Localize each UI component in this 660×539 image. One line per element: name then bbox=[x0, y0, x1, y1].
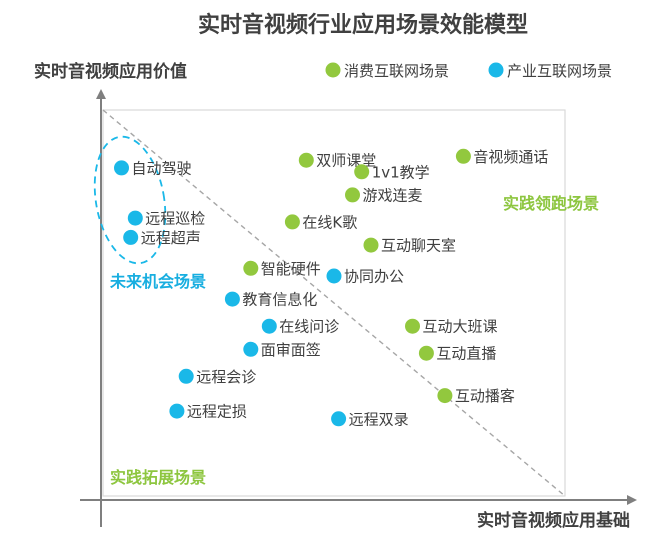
legend-label-industry: 产业互联网场景 bbox=[507, 62, 612, 80]
scatter-point bbox=[331, 411, 347, 427]
scatter-point bbox=[363, 237, 379, 253]
point-label: 远程会诊 bbox=[196, 368, 256, 386]
scatter-point bbox=[354, 164, 370, 180]
scatter-point bbox=[345, 187, 360, 203]
scatter-point bbox=[114, 160, 129, 176]
point-label: 远程定损 bbox=[187, 403, 247, 421]
point-label: 远程巡检 bbox=[145, 210, 205, 228]
point-label: 互动播客 bbox=[455, 387, 515, 405]
scatter-point bbox=[418, 345, 434, 361]
scatter-point bbox=[437, 388, 453, 404]
legend-label-consumer: 消费互联网场景 bbox=[344, 62, 449, 80]
scatter-point bbox=[224, 291, 240, 307]
scatter-point bbox=[123, 229, 139, 245]
scatter-point bbox=[455, 148, 471, 164]
scatter-point bbox=[127, 210, 143, 226]
point-label: 1v1教学 bbox=[372, 163, 430, 181]
legend-marker-consumer bbox=[325, 62, 341, 78]
point-label: 教育信息化 bbox=[242, 291, 317, 309]
point-label: 面审面签 bbox=[261, 341, 321, 359]
highlight-ellipse bbox=[93, 135, 167, 265]
point-label: 在线问诊 bbox=[279, 318, 339, 336]
diagonal-divider bbox=[102, 109, 566, 497]
point-label: 远程双录 bbox=[349, 410, 409, 428]
scatter-point bbox=[243, 260, 259, 276]
scatter-point bbox=[284, 214, 300, 230]
plot-frame bbox=[102, 109, 566, 497]
point-label: 音视频通话 bbox=[473, 148, 548, 166]
scatter-point bbox=[169, 403, 185, 419]
point-label: 游戏连麦 bbox=[363, 186, 423, 204]
point-label: 自动驾驶 bbox=[132, 159, 192, 177]
scatter-point bbox=[298, 152, 314, 168]
quadrant-label-leading: 实践领跑场景 bbox=[503, 194, 599, 213]
point-label: 在线K歌 bbox=[302, 213, 357, 231]
point-label: 互动大班课 bbox=[423, 318, 498, 336]
legend-marker-industry bbox=[488, 62, 504, 78]
point-label: 协同办公 bbox=[344, 268, 404, 286]
scatter-point bbox=[326, 268, 342, 284]
scatter-point bbox=[243, 341, 259, 357]
point-label: 远程超声 bbox=[141, 229, 201, 247]
legend: 消费互联网场景 产业互联网场景 bbox=[325, 62, 612, 80]
x-axis-label: 实时音视频应用基础 bbox=[477, 510, 630, 531]
quadrant-label-expansion: 实践拓展场景 bbox=[110, 468, 206, 487]
point-label: 互动直播 bbox=[436, 345, 496, 363]
point-label: 智能硬件 bbox=[261, 260, 321, 278]
scatter-points: 双师课堂 音视频通话1v1教学游戏连麦在线K歌互动聊天室智能硬件互动大班课互动直播… bbox=[114, 148, 548, 428]
chart-title: 实时音视频行业应用场景效能模型 bbox=[198, 12, 528, 38]
quadrant-label-future: 未来机会场景 bbox=[109, 272, 206, 291]
point-label: 互动聊天室 bbox=[381, 237, 456, 255]
y-axis-label: 实时音视频应用价值 bbox=[34, 61, 187, 82]
scatter-point bbox=[178, 368, 194, 384]
scatter-point bbox=[405, 318, 420, 334]
scatter-point bbox=[261, 318, 277, 334]
